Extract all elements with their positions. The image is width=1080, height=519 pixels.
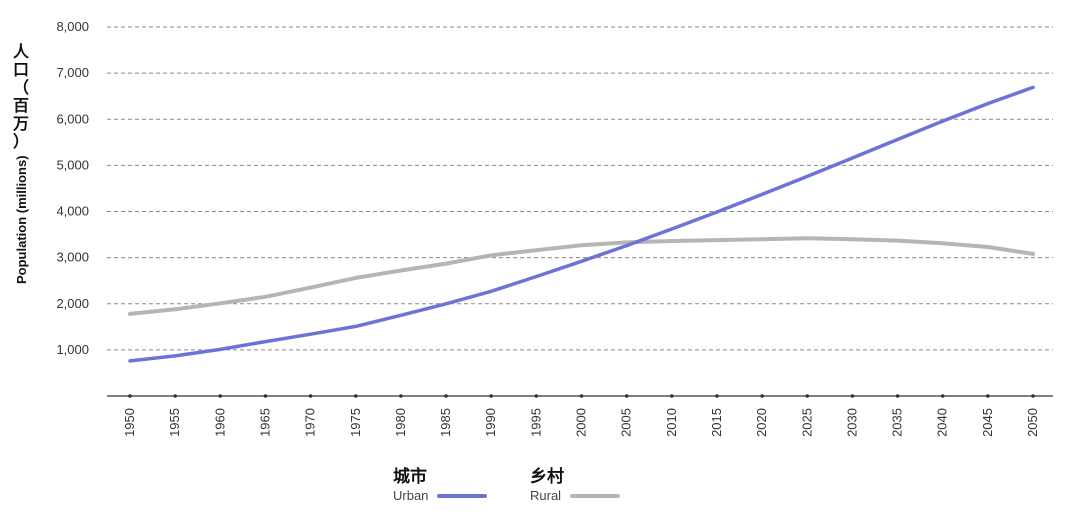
x-tick-label: 1985	[438, 408, 453, 437]
x-tick-label: 1955	[167, 408, 182, 437]
x-tick-label: 2040	[935, 408, 950, 437]
x-tick-label: 2035	[890, 408, 905, 437]
series-rural-line	[128, 236, 1035, 316]
legend-urban-label: Urban	[393, 488, 429, 504]
y-axis-label: Population (millions) 人口（百万）	[12, 42, 30, 284]
legend-urban-label-zh: 城市	[393, 467, 427, 487]
x-tick-label: 2050	[1025, 408, 1040, 437]
y-tick-label: 3,000	[56, 250, 89, 265]
y-axis-label-zh-char: 人	[13, 42, 30, 61]
y-axis-label-en: Population (millions)	[14, 155, 29, 284]
x-tick-mark-1975	[353, 394, 358, 398]
x-axis	[107, 394, 1053, 398]
legend-rural: 乡村 Rural	[530, 462, 620, 512]
y-axis-label-zh-char: （	[13, 78, 29, 97]
x-tick-mark-2005	[624, 394, 629, 398]
x-tick-labels: 1950 1955 1960 1965 1970 1975 1980 1985 1990 1995…	[122, 408, 1040, 437]
x-tick-mark-2000	[579, 394, 584, 398]
x-tick-mark-1950	[128, 394, 132, 398]
y-axis-label-zh-char: 万	[12, 114, 29, 133]
x-tick-label: 2045	[980, 408, 995, 437]
x-tick-label: 1965	[257, 408, 272, 437]
x-tick-label: 1975	[348, 408, 363, 437]
x-tick-mark-2035	[895, 394, 900, 398]
series-urban-line	[128, 85, 1035, 363]
legend-urban-swatch	[436, 493, 487, 498]
x-tick-label: 1960	[212, 408, 227, 437]
x-tick-mark-2025	[805, 394, 810, 398]
x-tick-mark-2045	[986, 394, 990, 398]
y-tick-label: 8,000	[56, 19, 89, 34]
x-tick-mark-1965	[263, 394, 268, 398]
x-tick-label: 1980	[393, 408, 408, 437]
series-lines	[128, 85, 1035, 363]
y-tick-label: 4,000	[56, 204, 89, 219]
x-tick-mark-2010	[670, 394, 674, 398]
x-tick-mark-2040	[940, 394, 945, 398]
y-tick-labels: 1,000 2,000 3,000 4,000 5,000 6,000 7,000 8,000	[56, 19, 89, 357]
x-tick-mark-1980	[399, 394, 403, 398]
y-axis-label-zh-char: 百	[13, 96, 29, 115]
x-tick-mark-1985	[444, 394, 448, 398]
x-tick-mark-1970	[308, 394, 313, 398]
x-tick-mark-2030	[850, 394, 855, 398]
y-tick-label: 1,000	[56, 342, 89, 357]
x-tick-mark-2020	[760, 394, 764, 398]
x-tick-label: 1990	[483, 408, 498, 437]
x-tick-mark-1995	[534, 394, 539, 398]
y-axis-label-zh-char: ）	[13, 132, 29, 151]
legend-rural-label: Rural	[530, 488, 562, 504]
gridlines	[107, 26, 1053, 351]
y-axis-label-zh-char: 口	[13, 60, 29, 79]
y-tick-label: 2,000	[56, 296, 89, 311]
y-tick-label: 5,000	[56, 157, 89, 172]
x-tick-label: 2000	[574, 408, 589, 437]
x-tick-label: 1950	[122, 408, 137, 437]
x-tick-label: 2010	[664, 408, 679, 437]
x-tick-mark-2050	[1031, 394, 1035, 398]
x-tick-label: 2005	[619, 408, 634, 437]
x-tick-mark-2015	[715, 394, 719, 398]
y-tick-label: 6,000	[56, 111, 89, 126]
legend-urban: 城市 Urban	[393, 462, 487, 512]
x-tick-mark-1990	[489, 394, 494, 398]
x-tick-mark-1955	[173, 394, 177, 398]
legend-rural-swatch	[569, 493, 620, 498]
x-tick-mark-1960	[218, 394, 223, 398]
legend-rural-label-zh: 乡村	[530, 467, 564, 487]
x-tick-label: 2025	[799, 408, 814, 437]
x-tick-label: 1995	[528, 408, 543, 437]
x-tick-label: 2015	[709, 408, 724, 437]
x-tick-label: 1970	[303, 408, 318, 437]
x-tick-label: 2020	[754, 408, 769, 437]
x-tick-label: 2030	[844, 408, 859, 437]
y-tick-label: 7,000	[56, 65, 89, 80]
